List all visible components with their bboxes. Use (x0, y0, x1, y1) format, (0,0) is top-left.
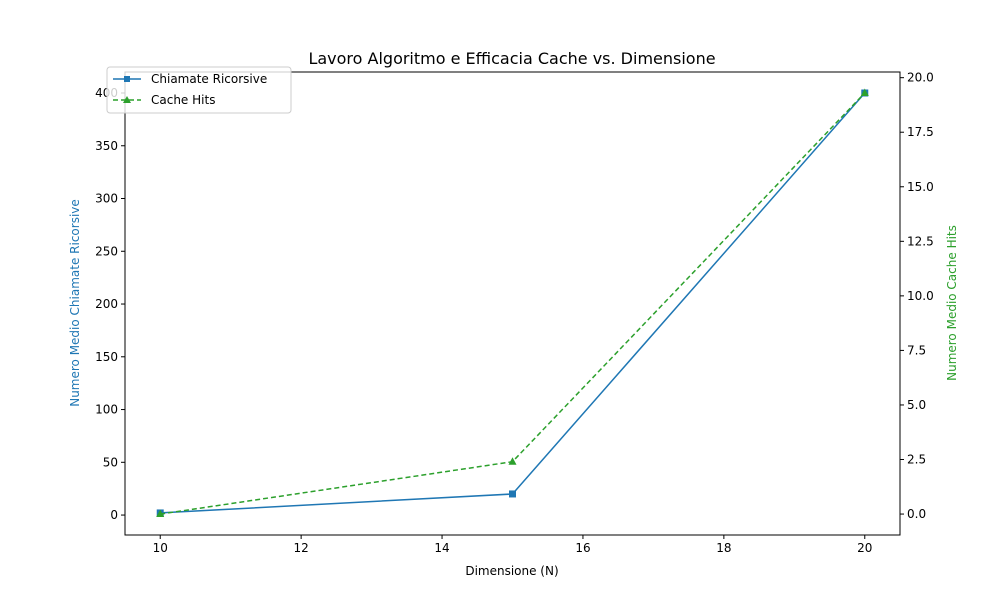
data-point-cache (156, 509, 165, 518)
data-point-chiamate (509, 490, 516, 498)
x-tick-label: 18 (716, 541, 731, 555)
legend-entry-chiamate: Chiamate Ricorsive (113, 72, 267, 86)
y-axis-right: 0.0 2.5 5.0 7.5 10.0 12.5 15.0 17.5 20.0 (900, 71, 934, 521)
plot-area (124, 71, 901, 536)
y2-tick-label: 7.5 (907, 343, 926, 357)
y-axis-left: 050100150200250300350400 (95, 86, 125, 522)
y-tick-label: 0 (110, 508, 118, 522)
y-axis-right-title: Numero Medio Cache Hits (945, 225, 959, 381)
plot-frame (124, 71, 901, 536)
legend-marker-cache (123, 96, 131, 103)
x-axis-title: Dimensione (N) (465, 564, 558, 578)
y-tick-label: 300 (95, 192, 118, 206)
y-tick-label: 150 (95, 350, 118, 364)
data-point-cache (508, 457, 517, 465)
series-line-cache (160, 92, 866, 515)
y2-tick-label: 0.0 (907, 507, 926, 521)
data-point-cache (860, 88, 869, 96)
legend-label-chiamate: Chiamate Ricorsive (151, 72, 267, 86)
x-axis: 10 12 14 16 18 20 (153, 535, 872, 555)
y2-tick-label: 12.5 (907, 234, 934, 248)
y-tick-label: 200 (95, 297, 118, 311)
y2-tick-label: 20.0 (907, 71, 934, 85)
series-layer (156, 88, 869, 518)
legend-entry-cache: Cache Hits (113, 93, 215, 107)
x-tick-label: 16 (575, 541, 590, 555)
y2-tick-label: 17.5 (907, 125, 934, 139)
chart-title: Lavoro Algoritmo e Efficacia Cache vs. D… (308, 49, 715, 68)
legend-label-cache: Cache Hits (151, 93, 215, 107)
x-tick-label: 10 (153, 541, 168, 555)
legend: Chiamate Ricorsive Cache Hits (106, 66, 292, 114)
y-tick-label: 50 (103, 455, 118, 469)
x-tick-label: 14 (434, 541, 449, 555)
x-tick-label: 20 (857, 541, 872, 555)
y-axis-left-title: Numero Medio Chiamate Ricorsive (68, 199, 82, 407)
y2-tick-label: 5.0 (907, 398, 926, 412)
y2-tick-label: 2.5 (907, 453, 926, 467)
legend-box (106, 66, 292, 114)
y-tick-label: 250 (95, 244, 118, 258)
y-tick-label: 100 (95, 403, 118, 417)
series-line-chiamate (160, 92, 866, 514)
legend-marker-chiamate (124, 76, 130, 82)
x-tick-label: 12 (293, 541, 308, 555)
y2-tick-label: 15.0 (907, 180, 934, 194)
y2-tick-label: 10.0 (907, 289, 934, 303)
y-tick-label: 350 (95, 139, 118, 153)
